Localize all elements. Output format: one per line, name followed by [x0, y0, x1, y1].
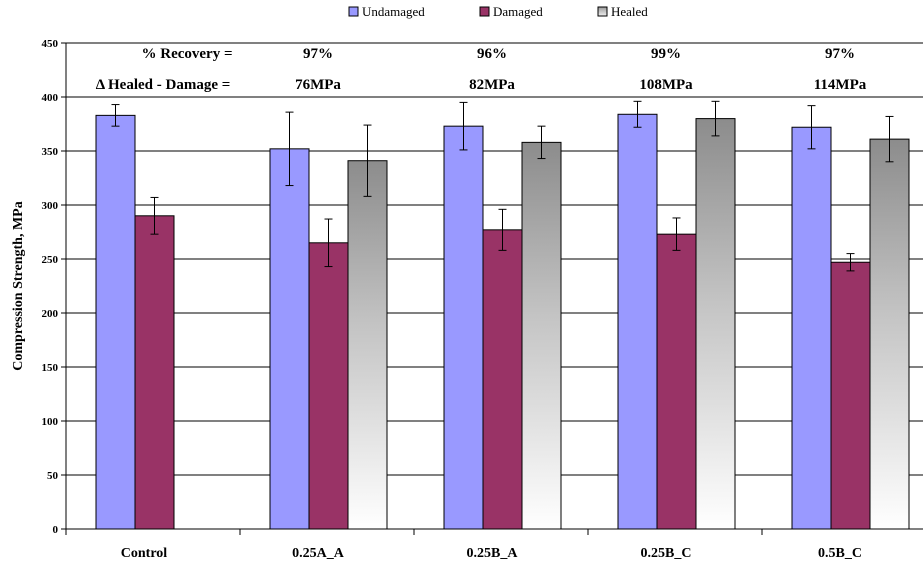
bar-damaged-control: [134, 215, 175, 530]
error-bar: [807, 105, 816, 150]
x-category-label: 0.25A_A: [292, 546, 345, 561]
recovery-value: 97%: [825, 46, 855, 62]
axes: [61, 42, 923, 535]
error-bar: [324, 218, 333, 268]
legend-label: Healed: [611, 4, 648, 19]
y-tick-label: 350: [42, 146, 59, 158]
x-category-label: 0.25B_C: [641, 546, 692, 561]
error-bar: [846, 253, 855, 272]
bar-healed-0-25a-a: [347, 160, 388, 530]
bar-undamaged-0-25a-a: [269, 148, 310, 530]
bar-undamaged-0-25b-c: [617, 113, 658, 530]
delta-value: 82MPa: [469, 77, 515, 93]
error-bar: [285, 111, 294, 187]
delta-value: 114MPa: [814, 77, 867, 93]
legend-item-damaged[interactable]: Damaged: [479, 4, 543, 19]
legend-swatch: [597, 6, 608, 17]
bars: [95, 100, 910, 530]
recovery-value: 99%: [651, 46, 681, 62]
delta-value: 76MPa: [295, 77, 341, 93]
y-tick-label: 200: [42, 308, 59, 320]
bar-healed-0-25b-a: [521, 141, 562, 530]
bar-damaged-0-25b-a: [482, 229, 523, 530]
error-bar: [498, 208, 507, 251]
bar-damaged-0-25b-c: [656, 233, 697, 530]
x-category-label: 0.25B_A: [467, 546, 519, 561]
delta-value: 108MPa: [639, 77, 693, 93]
bar-undamaged-0-25b-a: [443, 125, 484, 530]
legend-item-undamaged[interactable]: Undamaged: [348, 4, 425, 19]
error-bar: [885, 115, 894, 163]
legend-item-healed[interactable]: Healed: [597, 4, 648, 19]
recovery-value: 96%: [477, 46, 507, 62]
delta-label: Δ Healed - Damage =: [96, 77, 231, 93]
bar-damaged-0-25a-a: [308, 242, 349, 530]
y-tick-label: 400: [42, 92, 59, 104]
bar-undamaged-control: [95, 114, 136, 530]
bar-healed-0-25b-c: [695, 118, 736, 530]
bar-undamaged-0-5b-c: [791, 126, 832, 530]
error-bar: [459, 101, 468, 151]
error-bar: [711, 100, 720, 137]
error-bar: [363, 124, 372, 197]
bar-healed-0-5b-c: [869, 138, 910, 530]
x-category-label: Control: [121, 546, 168, 561]
recovery-label: % Recovery =: [141, 46, 232, 62]
y-tick-label: 450: [42, 38, 59, 50]
y-tick-label: 100: [42, 416, 59, 428]
x-category-label: 0.5B_C: [818, 546, 862, 561]
error-bar: [537, 125, 546, 160]
y-tick-label: 250: [42, 254, 59, 266]
y-axis-label: Compression Strength, MPa: [11, 201, 26, 370]
legend-label: Undamaged: [362, 4, 425, 19]
legend[interactable]: Undamaged Damaged Healed: [348, 4, 648, 19]
error-bar: [633, 100, 642, 128]
error-bar: [111, 104, 120, 127]
bar-damaged-0-5b-c: [830, 261, 871, 530]
annotations: % Recovery = Δ Healed - Damage = 97% 96% 99%…: [96, 46, 867, 93]
legend-label: Damaged: [493, 4, 543, 19]
legend-swatch: [479, 6, 490, 17]
error-bar: [150, 196, 159, 235]
error-bar: [672, 217, 681, 251]
legend-swatch: [348, 6, 359, 17]
y-tick-label: 0: [53, 524, 59, 536]
y-tick-label: 50: [47, 470, 59, 482]
axis-labels: 0 50 100 150 200 250 300 350 400 450 Control 0.25A_…: [11, 38, 862, 561]
y-tick-label: 150: [42, 362, 59, 374]
y-tick-label: 300: [42, 200, 59, 212]
recovery-value: 97%: [303, 46, 333, 62]
